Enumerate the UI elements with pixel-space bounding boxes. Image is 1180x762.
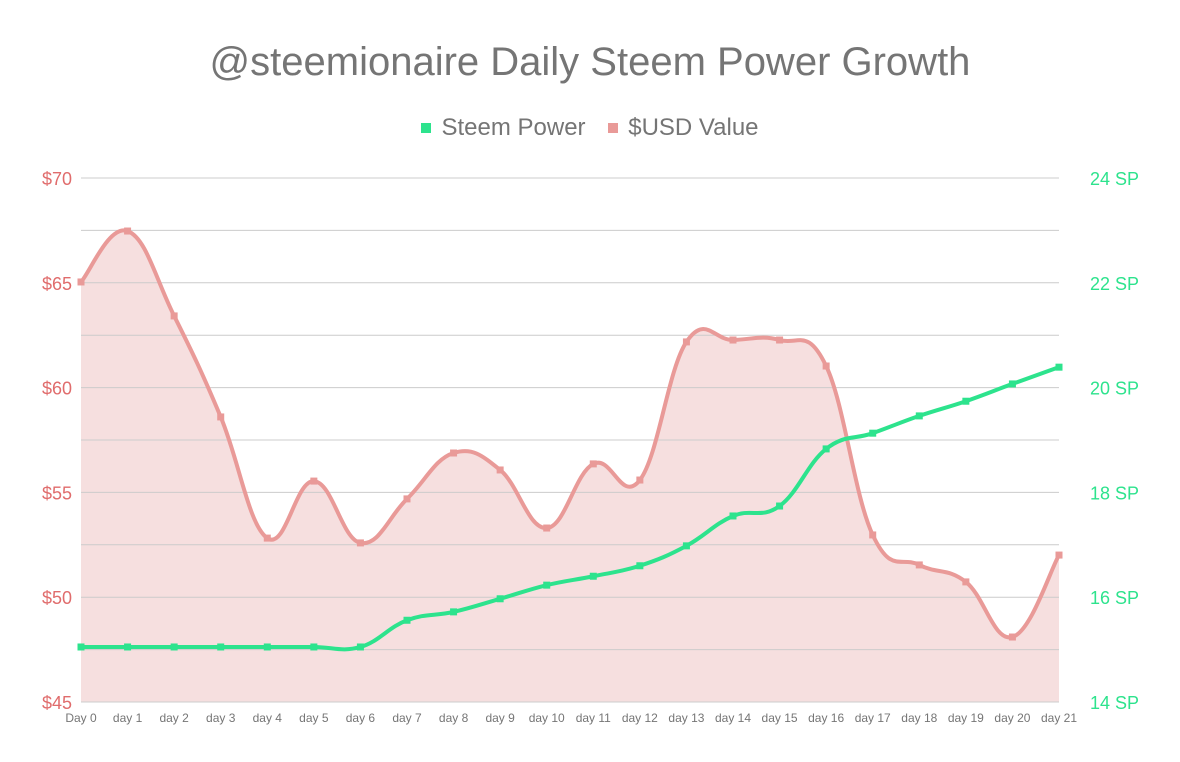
x-axis-tick-label: day 15: [762, 711, 798, 725]
usd-value-point: [1055, 551, 1063, 559]
steem-power-point: [869, 429, 877, 437]
steem-power-point: [729, 512, 737, 520]
steem-power-point: [77, 643, 85, 651]
legend-item-usd-value[interactable]: $USD Value: [608, 114, 759, 142]
x-axis-tick-label: day 4: [253, 711, 283, 725]
usd-value-line: [79, 228, 1061, 640]
usd-value-point: [77, 278, 85, 286]
steem-power-point: [450, 608, 458, 616]
x-axis-tick-label: day 17: [855, 711, 891, 725]
legend-swatch: [608, 123, 619, 133]
x-axis-tick-label: day 5: [299, 711, 329, 725]
usd-value-point: [869, 531, 877, 539]
usd-value-point: [170, 312, 178, 320]
chart-title: @steemionaire Daily Steem Power Growth: [209, 40, 971, 84]
usd-value-point: [915, 561, 923, 569]
x-axis-tick-label: day 6: [346, 711, 376, 725]
legend-item-steem-power[interactable]: Steem Power: [421, 114, 586, 142]
x-axis-tick-label: day 11: [576, 711, 611, 725]
usd-value-point: [403, 495, 411, 503]
usd-value-point: [682, 338, 690, 346]
x-axis-tick-label: day 3: [206, 711, 236, 725]
legend: Steem Power $USD Value: [0, 112, 1180, 142]
steem-power-point: [682, 542, 690, 550]
steem-power-point: [1055, 363, 1063, 371]
left-axis-tick-label: $45: [42, 693, 72, 713]
x-axis-tick-label: day 2: [159, 711, 189, 725]
usd-value-point: [543, 524, 551, 532]
left-axis-tick-label: $60: [42, 379, 72, 399]
right-axis-tick-label: 16 SP: [1090, 588, 1139, 608]
steem-power-point: [776, 502, 784, 510]
x-axis-tick-label: day 7: [392, 711, 422, 725]
usd-value-point: [217, 413, 225, 421]
steem-power-point: [822, 445, 830, 453]
usd-value-point: [496, 466, 504, 474]
x-axis-tick-label: day 10: [529, 711, 565, 725]
steem-power-point: [962, 397, 970, 405]
right-axis-tick-label: 20 SP: [1090, 379, 1139, 399]
steem-power-point: [636, 562, 644, 570]
steem-power-point: [356, 643, 364, 651]
usd-value-point: [636, 476, 644, 484]
steem-power-point: [915, 412, 923, 420]
usd-value-point: [962, 578, 970, 586]
usd-value-point: [310, 477, 318, 485]
x-axis-tick-label: day 8: [439, 711, 469, 725]
usd-value-point: [729, 336, 737, 344]
usd-value-point: [822, 362, 830, 370]
usd-value-point: [589, 460, 597, 468]
x-axis-tick-label: day 1: [113, 711, 143, 725]
x-axis-tick-label: day 19: [948, 711, 984, 725]
steem-power-point: [589, 572, 597, 580]
steem-power-point: [170, 643, 178, 651]
steem-power-line: [81, 365, 1060, 652]
usd-value-point: [356, 539, 364, 547]
left-axis-tick-label: $50: [42, 588, 72, 608]
x-axis-tick-label: day 18: [901, 711, 937, 725]
x-axis-tick-label: day 9: [485, 711, 515, 725]
legend-swatch: [421, 123, 432, 133]
steem-power-point: [543, 581, 551, 589]
steem-power-point: [1008, 380, 1016, 388]
right-axis-tick-label: 14 SP: [1090, 693, 1139, 713]
usd-value-point: [1008, 633, 1016, 641]
x-axis-tick-label: day 21: [1041, 711, 1077, 725]
x-axis-tick-label: day 12: [622, 711, 658, 725]
right-axis-tick-label: 24 SP: [1090, 169, 1139, 189]
right-axis-tick-label: 18 SP: [1090, 483, 1139, 503]
steem-power-point: [310, 643, 318, 651]
x-axis-tick-label: day 13: [668, 711, 704, 725]
steem-power-point: [263, 643, 271, 651]
x-axis-tick-label: Day 0: [65, 711, 97, 725]
left-axis-tick-label: $65: [42, 274, 72, 294]
legend-label: $USD Value: [628, 114, 759, 141]
right-axis-tick-label: 22 SP: [1090, 274, 1139, 294]
usd-area-fill: [81, 230, 1059, 702]
usd-value-point: [263, 534, 271, 542]
x-axis-tick-label: day 20: [994, 711, 1030, 725]
left-axis-tick-label: $70: [42, 169, 72, 189]
x-axis-tick-label: day 16: [808, 711, 844, 725]
steem-power-point: [124, 643, 132, 651]
usd-value-point: [776, 336, 784, 344]
x-axis-tick-label: day 14: [715, 711, 751, 725]
steem-power-point: [217, 643, 225, 651]
usd-value-point: [450, 449, 458, 457]
legend-label: Steem Power: [441, 114, 586, 141]
steem-power-point: [496, 595, 504, 603]
usd-value-point: [124, 227, 132, 235]
steem-power-point: [403, 616, 411, 624]
left-axis-tick-label: $55: [42, 483, 72, 503]
